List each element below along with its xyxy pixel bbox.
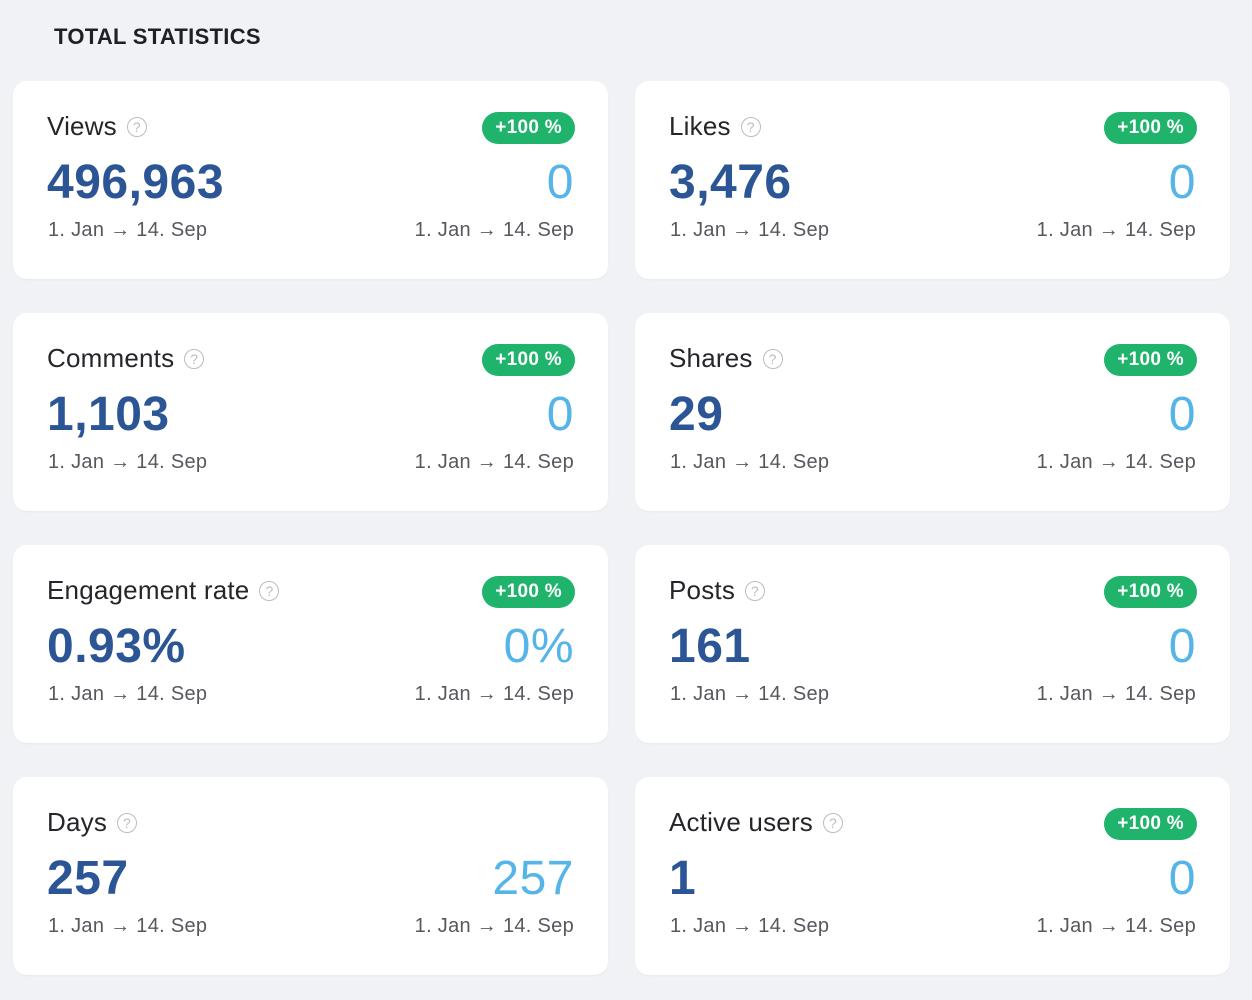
date-range-compare: 1. Jan → 14. Sep bbox=[414, 451, 574, 473]
change-badge: +100 % bbox=[482, 112, 575, 144]
card-title: Shares ? bbox=[669, 343, 783, 374]
compare-value: 257 bbox=[492, 852, 574, 905]
help-icon[interactable]: ? bbox=[126, 116, 147, 137]
stat-card-comments: Comments ? +100 % 1,103 0 1. Jan → 14. S… bbox=[13, 313, 608, 511]
card-title: Active users ? bbox=[669, 807, 844, 838]
compare-value: 0 bbox=[546, 388, 574, 441]
compare-value: 0 bbox=[1168, 852, 1196, 905]
date-range-current: 1. Jan → 14. Sep bbox=[48, 683, 208, 705]
stat-card-active-users: Active users ? +100 % 1 0 1. Jan → 14. S… bbox=[635, 777, 1230, 975]
help-icon[interactable]: ? bbox=[740, 116, 761, 137]
main-value: 3,476 bbox=[669, 156, 792, 209]
main-value: 161 bbox=[669, 620, 751, 673]
date-range-current: 1. Jan → 14. Sep bbox=[670, 451, 830, 473]
date-range-current: 1. Jan → 14. Sep bbox=[670, 915, 830, 937]
card-title-label: Comments bbox=[47, 343, 175, 373]
stat-card-views: Views ? +100 % 496,963 0 1. Jan → 14. Se… bbox=[13, 81, 608, 279]
card-title-label: Active users bbox=[669, 807, 814, 837]
help-icon[interactable]: ? bbox=[259, 580, 280, 601]
card-title-label: Shares bbox=[669, 343, 753, 373]
card-title-label: Days bbox=[47, 807, 108, 837]
main-value: 0.93% bbox=[47, 620, 186, 673]
card-title-label: Engagement rate bbox=[47, 575, 250, 605]
change-badge: +100 % bbox=[1104, 344, 1197, 376]
compare-value: 0 bbox=[1168, 156, 1196, 209]
stats-grid: Views ? +100 % 496,963 0 1. Jan → 14. Se… bbox=[13, 81, 1230, 975]
stat-card-days: Days ? 257 257 1. Jan → 14. Sep 1. Jan →… bbox=[13, 777, 608, 975]
date-range-compare: 1. Jan → 14. Sep bbox=[414, 915, 574, 937]
change-badge: +100 % bbox=[1104, 808, 1197, 840]
card-title-label: Views bbox=[47, 111, 117, 141]
compare-value: 0% bbox=[503, 620, 574, 673]
main-value: 1 bbox=[669, 852, 697, 905]
section-title: TOTAL STATISTICS bbox=[54, 24, 261, 49]
card-title-label: Likes bbox=[669, 111, 731, 141]
card-title-label: Posts bbox=[669, 575, 736, 605]
date-range-current: 1. Jan → 14. Sep bbox=[670, 683, 830, 705]
main-value: 29 bbox=[669, 388, 724, 441]
compare-value: 0 bbox=[1168, 620, 1196, 673]
date-range-current: 1. Jan → 14. Sep bbox=[48, 451, 208, 473]
date-range-current: 1. Jan → 14. Sep bbox=[48, 915, 208, 937]
date-range-current: 1. Jan → 14. Sep bbox=[670, 219, 830, 241]
compare-value: 0 bbox=[1168, 388, 1196, 441]
date-range-compare: 1. Jan → 14. Sep bbox=[414, 683, 574, 705]
compare-value: 0 bbox=[546, 156, 574, 209]
date-range-compare: 1. Jan → 14. Sep bbox=[1036, 219, 1196, 241]
date-range-current: 1. Jan → 14. Sep bbox=[48, 219, 208, 241]
date-range-compare: 1. Jan → 14. Sep bbox=[1036, 915, 1196, 937]
card-title: Days ? bbox=[47, 807, 138, 838]
change-badge: +100 % bbox=[1104, 112, 1197, 144]
help-icon[interactable]: ? bbox=[184, 348, 205, 369]
help-icon[interactable]: ? bbox=[823, 812, 844, 833]
stat-card-engagement-rate: Engagement rate ? +100 % 0.93% 0% 1. Jan… bbox=[13, 545, 608, 743]
change-badge: +100 % bbox=[482, 344, 575, 376]
help-icon[interactable]: ? bbox=[745, 580, 766, 601]
change-badge: +100 % bbox=[482, 576, 575, 608]
help-icon[interactable]: ? bbox=[762, 348, 783, 369]
stat-card-likes: Likes ? +100 % 3,476 0 1. Jan → 14. Sep … bbox=[635, 81, 1230, 279]
date-range-compare: 1. Jan → 14. Sep bbox=[414, 219, 574, 241]
card-title: Posts ? bbox=[669, 575, 766, 606]
card-title: Comments ? bbox=[47, 343, 205, 374]
change-badge: +100 % bbox=[1104, 576, 1197, 608]
main-value: 1,103 bbox=[47, 388, 170, 441]
stat-card-shares: Shares ? +100 % 29 0 1. Jan → 14. Sep 1.… bbox=[635, 313, 1230, 511]
card-title: Engagement rate ? bbox=[47, 575, 280, 606]
card-title: Views ? bbox=[47, 111, 147, 142]
date-range-compare: 1. Jan → 14. Sep bbox=[1036, 451, 1196, 473]
card-title: Likes ? bbox=[669, 111, 761, 142]
main-value: 496,963 bbox=[47, 156, 225, 209]
main-value: 257 bbox=[47, 852, 129, 905]
date-range-compare: 1. Jan → 14. Sep bbox=[1036, 683, 1196, 705]
stat-card-posts: Posts ? +100 % 161 0 1. Jan → 14. Sep 1.… bbox=[635, 545, 1230, 743]
help-icon[interactable]: ? bbox=[117, 812, 138, 833]
